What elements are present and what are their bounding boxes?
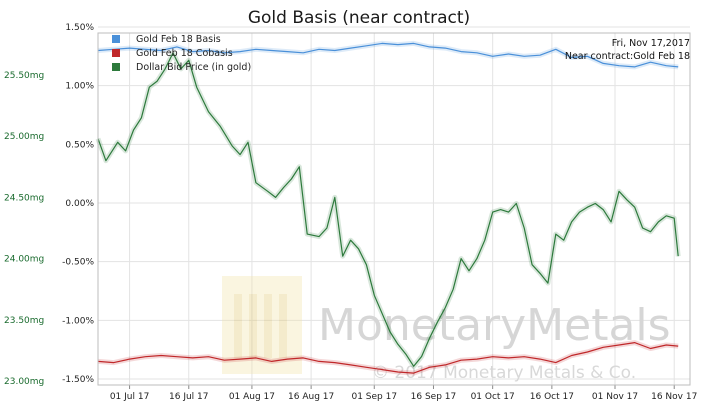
y-left-tick-label: 25.00mg	[4, 132, 44, 142]
x-tick-label: 01 Aug 17	[229, 392, 275, 402]
legend-swatch	[112, 63, 120, 71]
series-gold-feb-18-basis	[97, 40, 679, 70]
series-layer	[95, 40, 681, 376]
y-left-tick-label: 24.50mg	[4, 193, 44, 203]
x-tick-label: 01 Nov 17	[592, 392, 638, 402]
x-tick-label: 16 Jul 17	[169, 392, 209, 402]
y-right-tick-label: 0.50%	[65, 140, 94, 150]
x-tick-label: 16 Sep 17	[411, 392, 457, 402]
series-dollar-bid-price-in-gold	[95, 50, 681, 369]
series-line	[97, 342, 679, 374]
x-tick-label: 01 Sep 17	[351, 392, 397, 402]
legend-entry: Gold Feb 18 Cobasis	[136, 48, 233, 59]
y-right-tick-label: 0.00%	[65, 199, 94, 209]
gridlines	[98, 26, 690, 385]
y-right-tick-label: -1.50%	[62, 375, 94, 385]
y-left-tick-label: 23.00mg	[4, 377, 44, 387]
x-tick-label: 16 Nov 17	[651, 392, 697, 402]
watermark-copyright: © 2017 Monetary Metals & Co.	[372, 363, 636, 383]
chart-title: Gold Basis (near contract)	[248, 8, 470, 28]
y-left-tick-label: 23.50mg	[4, 316, 44, 326]
y-right-tick-label: -0.50%	[62, 258, 94, 268]
legend-entry: Gold Feb 18 Basis	[136, 34, 221, 45]
plot-border	[97, 32, 691, 386]
y-right-tick-label: -1.00%	[62, 316, 94, 326]
legend-swatch	[112, 49, 120, 57]
y-right-tick-label: 1.50%	[65, 23, 94, 33]
chart-legend: Gold Feb 18 Basis Gold Feb 18 Cobasis Doll…	[112, 34, 251, 73]
date-label: Fri, Nov 17,2017	[612, 38, 690, 49]
legend-swatch	[112, 35, 120, 43]
y-left-tick-label: 25.50mg	[4, 71, 44, 81]
x-tick-label: 16 Aug 17	[288, 392, 334, 402]
x-tick-label: 01 Jul 17	[110, 392, 150, 402]
axes: 1.50% 1.00% 0.50% 0.00% -0.50% -1.00% -1.50% 25…	[4, 23, 697, 402]
y-left-tick-label: 24.00mg	[4, 255, 44, 265]
y-right-tick-label: 1.00%	[65, 82, 94, 92]
watermark-brand: MonetaryMetals	[318, 300, 671, 351]
watermark-logo-icon	[222, 276, 302, 374]
x-tick-label: 01 Oct 17	[471, 392, 515, 402]
legend-entry: Dollar Bid Price (in gold)	[136, 62, 251, 73]
series-line	[97, 52, 679, 367]
x-tick-label: 16 Oct 17	[530, 392, 574, 402]
contract-label: Near contract:Gold Feb 18	[565, 51, 690, 62]
series-gold-feb-18-cobasis	[97, 340, 679, 376]
series-line	[97, 42, 679, 68]
watermark: MonetaryMetals © 2017 Monetary Metals & …	[222, 276, 671, 383]
